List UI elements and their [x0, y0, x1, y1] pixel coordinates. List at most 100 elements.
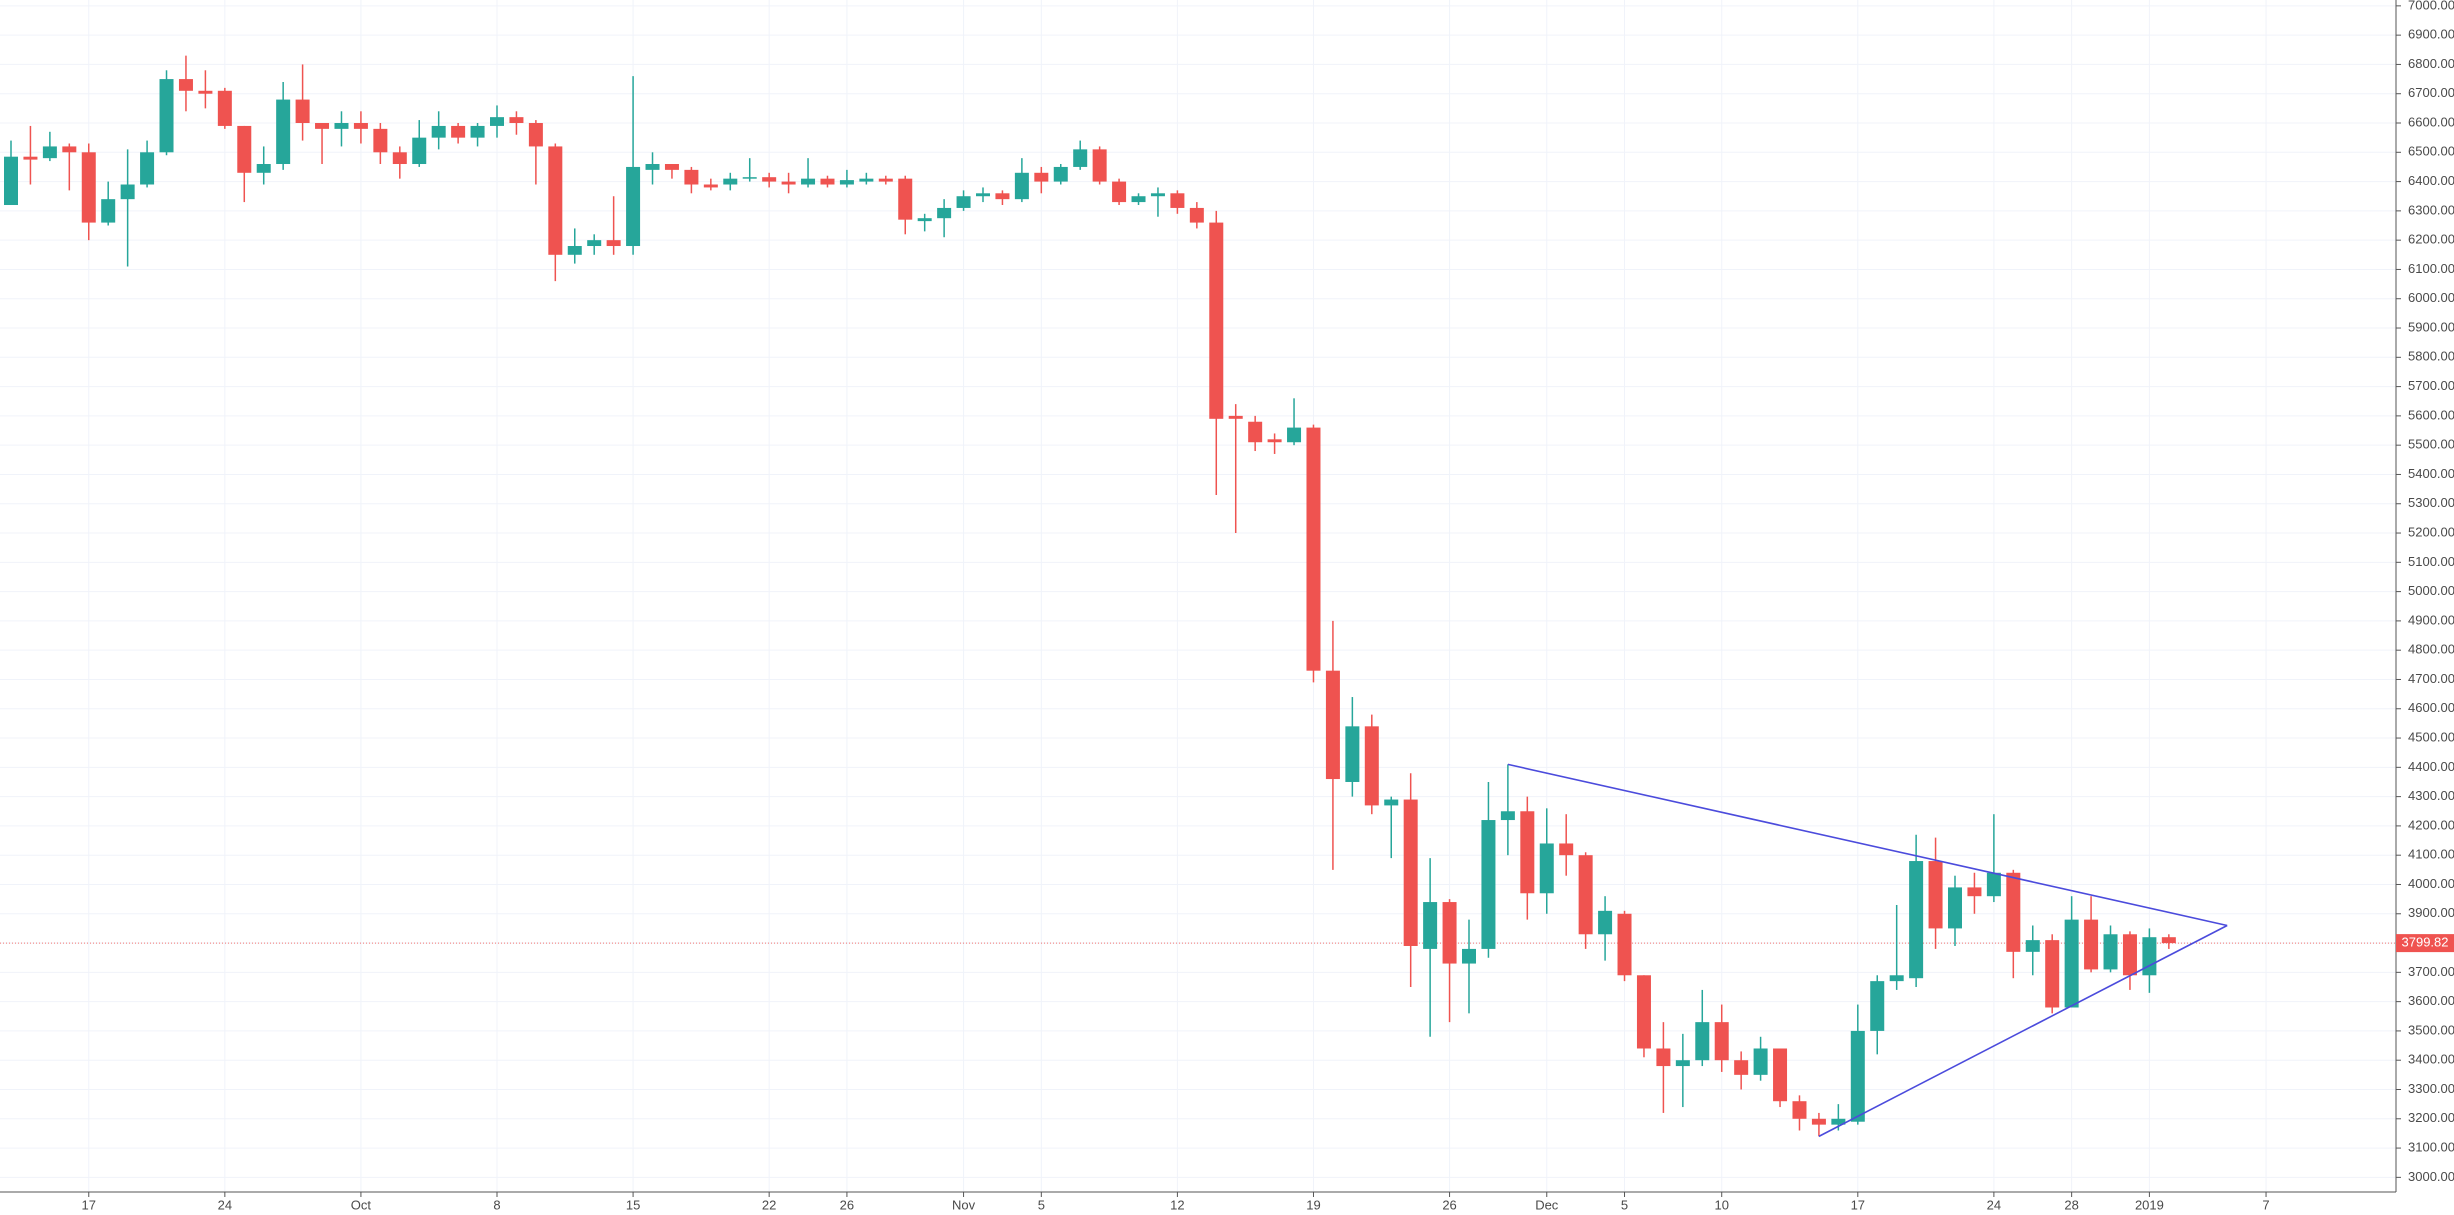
y-tick-label: 6600.00: [2408, 114, 2454, 129]
candle-body: [878, 178, 893, 182]
candle-body: [1520, 811, 1535, 894]
candle-body: [567, 246, 582, 255]
candle-body: [1014, 172, 1029, 200]
candle-body: [159, 79, 174, 153]
candle-body: [1734, 1060, 1749, 1075]
y-tick-label: 4200.00: [2408, 817, 2454, 832]
x-tick-label: 26: [1442, 1197, 1456, 1212]
y-tick-label: 4500.00: [2408, 729, 2454, 744]
candle-body: [276, 99, 291, 165]
candle-body: [1034, 172, 1049, 182]
x-tick-label: 28: [2064, 1197, 2078, 1212]
x-tick-label: 24: [218, 1197, 232, 1212]
candle-body: [1073, 149, 1088, 167]
candle-body: [2064, 919, 2079, 1008]
candle-body: [1773, 1048, 1788, 1102]
candle-body: [606, 240, 621, 247]
candle-body: [1598, 910, 1613, 935]
candle-body: [373, 128, 388, 153]
x-tick-label: 10: [1714, 1197, 1728, 1212]
candle-body: [431, 125, 446, 138]
candle-body: [1792, 1101, 1807, 1119]
y-tick-label: 4700.00: [2408, 671, 2454, 686]
y-tick-label: 4900.00: [2408, 612, 2454, 627]
candle-body: [1092, 149, 1107, 182]
candle-body: [1364, 726, 1379, 806]
candle-body: [1345, 726, 1360, 782]
candle-body: [801, 178, 816, 185]
candle-body: [762, 177, 777, 182]
candle-body: [1500, 811, 1515, 821]
y-tick-label: 5400.00: [2408, 466, 2454, 481]
candle-body: [2161, 937, 2176, 944]
candle-body: [2122, 934, 2137, 976]
candle-body: [976, 193, 990, 197]
candle-body: [664, 164, 679, 170]
candle-body: [839, 180, 854, 185]
candle-body: [1287, 427, 1302, 443]
candle-body: [1889, 975, 1904, 982]
x-tick-label: 8: [493, 1197, 500, 1212]
y-tick-label: 6000.00: [2408, 290, 2454, 305]
candle-body: [1656, 1048, 1671, 1067]
candle-body: [1831, 1118, 1846, 1125]
candle-body: [256, 164, 271, 173]
y-tick-label: 3500.00: [2408, 1022, 2454, 1037]
candle-body: [995, 193, 1010, 200]
candle-body: [723, 178, 738, 185]
candle-body: [1248, 421, 1263, 443]
candle-body: [1617, 913, 1632, 976]
x-tick-label: 17: [1851, 1197, 1865, 1212]
candle-body: [742, 177, 757, 179]
candle-body: [587, 240, 602, 247]
x-tick-label: 5: [1038, 1197, 1045, 1212]
y-tick-label: 5800.00: [2408, 349, 2454, 364]
x-tick-label: 15: [626, 1197, 640, 1212]
candle-body: [820, 178, 835, 185]
y-tick-label: 3000.00: [2408, 1169, 2454, 1184]
candle-body: [1928, 861, 1943, 929]
candle-body: [1539, 843, 1554, 894]
y-tick-label: 4000.00: [2408, 876, 2454, 891]
y-tick-label: 6200.00: [2408, 232, 2454, 247]
y-tick-label: 6500.00: [2408, 144, 2454, 159]
y-tick-label: 5000.00: [2408, 583, 2454, 598]
candle-body: [956, 196, 971, 208]
candle-body: [917, 218, 932, 222]
x-tick-label: Dec: [1535, 1197, 1559, 1212]
candle-body: [1695, 1022, 1710, 1061]
candle-body: [1714, 1022, 1729, 1061]
x-tick-label: Oct: [351, 1197, 372, 1212]
candle-body: [859, 178, 874, 182]
candle-body: [2045, 940, 2060, 1008]
candle-body: [703, 184, 718, 188]
candle-body: [1559, 843, 1574, 856]
candle-body: [1870, 981, 1885, 1031]
candle-body: [1267, 439, 1282, 443]
y-tick-label: 3300.00: [2408, 1081, 2454, 1096]
candle-body: [1675, 1060, 1690, 1067]
candle-body: [451, 125, 466, 138]
y-tick-label: 6700.00: [2408, 85, 2454, 100]
y-tick-label: 6300.00: [2408, 202, 2454, 217]
x-tick-label: 26: [840, 1197, 854, 1212]
y-tick-label: 4800.00: [2408, 642, 2454, 657]
candle-body: [1170, 193, 1185, 208]
last-price-label: 3799.82: [2402, 935, 2449, 950]
candle-body: [1909, 861, 1924, 979]
candle-body: [626, 166, 641, 247]
candle-body: [1578, 855, 1593, 935]
y-tick-label: 5900.00: [2408, 319, 2454, 334]
candle-body: [23, 156, 38, 160]
candle-body: [937, 207, 952, 219]
candle-body: [217, 90, 232, 126]
candle-body: [1384, 799, 1399, 806]
x-tick-label: Nov: [952, 1197, 976, 1212]
y-tick-label: 3100.00: [2408, 1140, 2454, 1155]
candle-body: [1967, 887, 1982, 897]
candle-body: [334, 123, 349, 129]
x-tick-label: 17: [82, 1197, 96, 1212]
candle-body: [1636, 975, 1651, 1049]
candle-body: [315, 123, 330, 129]
